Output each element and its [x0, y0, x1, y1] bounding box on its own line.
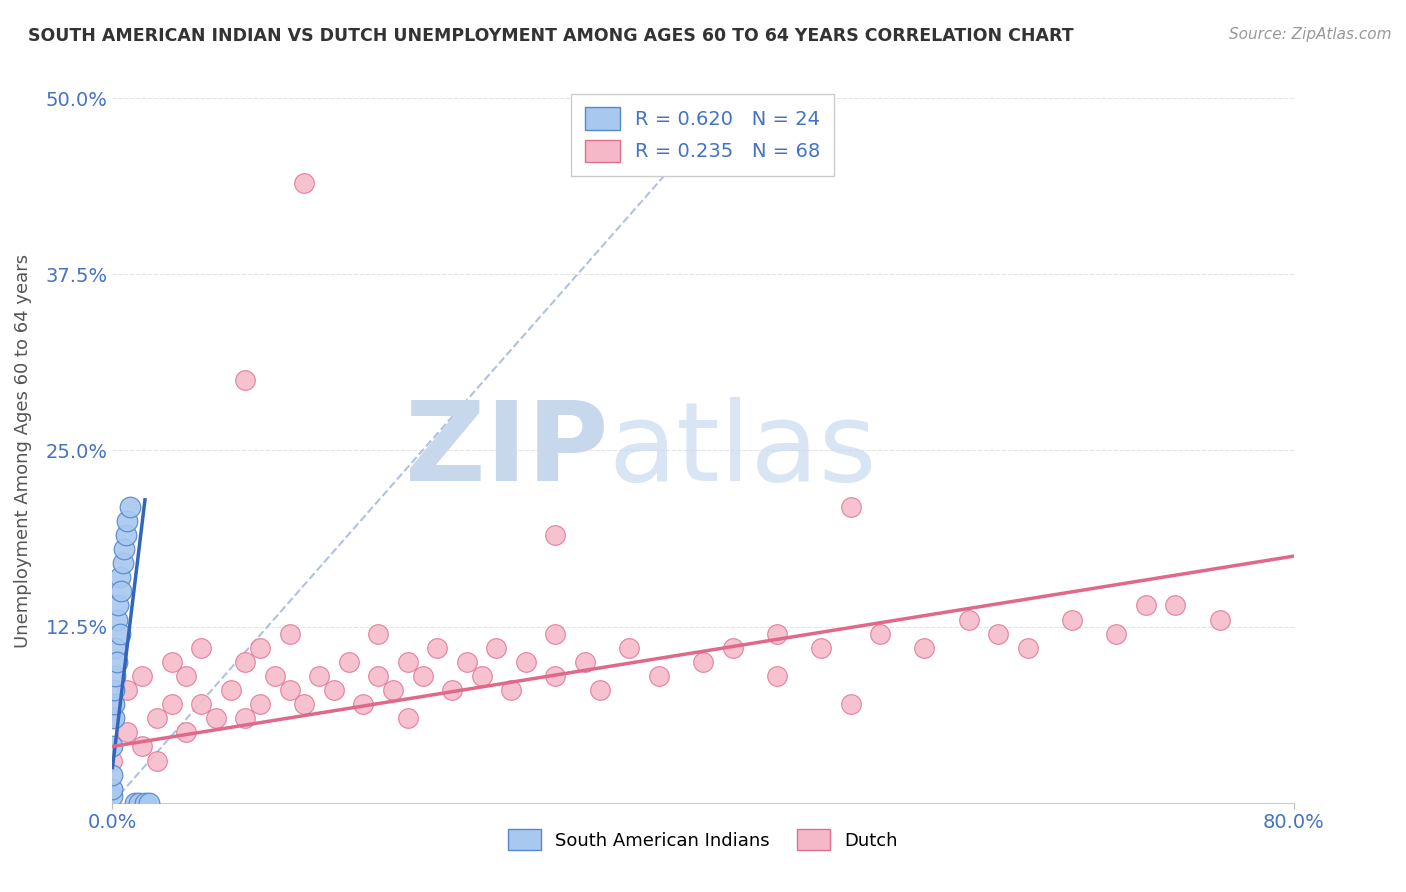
Point [160, 697, 183, 711]
Point [396, 655, 419, 669]
Text: ZIP: ZIP [405, 397, 609, 504]
Point [914, 640, 936, 655]
Point [117, 725, 138, 739]
Point [1105, 626, 1128, 640]
Point [574, 655, 596, 669]
Point [367, 669, 389, 683]
Point [456, 655, 478, 669]
Point [174, 725, 197, 739]
Point [117, 683, 138, 698]
Point [249, 640, 271, 655]
Point [219, 683, 242, 698]
Point [174, 669, 197, 683]
Point [382, 683, 405, 698]
Point [190, 697, 212, 711]
Legend: South American Indians, Dutch: South American Indians, Dutch [501, 822, 905, 857]
Point [411, 669, 433, 683]
Point [470, 669, 494, 683]
Point [441, 683, 464, 698]
Point [104, 640, 127, 655]
Point [264, 669, 287, 683]
Text: Source: ZipAtlas.com: Source: ZipAtlas.com [1229, 27, 1392, 42]
Point [278, 683, 301, 698]
Point [103, 683, 125, 698]
Point [588, 683, 610, 698]
Point [128, 796, 150, 810]
Point [839, 697, 862, 711]
Point [101, 781, 124, 796]
Point [117, 514, 138, 528]
Point [190, 640, 212, 655]
Point [515, 655, 537, 669]
Point [1062, 613, 1084, 627]
Point [120, 500, 142, 514]
Point [1208, 613, 1232, 627]
Point [134, 796, 156, 810]
Point [544, 528, 567, 542]
Point [323, 683, 346, 698]
Point [101, 711, 124, 725]
Point [111, 556, 134, 570]
Point [146, 711, 169, 725]
Point [101, 767, 124, 781]
Point [839, 500, 862, 514]
Point [544, 626, 567, 640]
Point [987, 626, 1010, 640]
Point [105, 655, 128, 669]
Point [131, 739, 153, 754]
Point [647, 669, 671, 683]
Point [766, 669, 789, 683]
Y-axis label: Unemployment Among Ages 60 to 64 years: Unemployment Among Ages 60 to 64 years [14, 253, 31, 648]
Point [278, 626, 301, 640]
Point [103, 711, 125, 725]
Point [957, 613, 980, 627]
Point [352, 697, 374, 711]
Point [766, 626, 789, 640]
Point [110, 584, 132, 599]
Point [107, 599, 129, 613]
Point [233, 655, 256, 669]
Point [426, 640, 449, 655]
Point [105, 613, 128, 627]
Point [160, 655, 183, 669]
Point [292, 697, 315, 711]
Point [692, 655, 714, 669]
Point [131, 669, 153, 683]
Point [108, 570, 131, 584]
Point [101, 697, 124, 711]
Point [233, 373, 256, 387]
Point [101, 754, 124, 768]
Point [810, 640, 832, 655]
Point [103, 697, 125, 711]
Point [112, 542, 135, 557]
Point [308, 669, 330, 683]
Point [205, 711, 228, 725]
Point [337, 655, 360, 669]
Point [146, 754, 169, 768]
Text: atlas: atlas [609, 397, 877, 504]
Point [101, 789, 124, 803]
Point [1164, 599, 1187, 613]
Point [114, 528, 136, 542]
Point [619, 640, 641, 655]
Point [292, 176, 315, 190]
Point [233, 711, 256, 725]
Point [104, 669, 127, 683]
Text: SOUTH AMERICAN INDIAN VS DUTCH UNEMPLOYMENT AMONG AGES 60 TO 64 YEARS CORRELATIO: SOUTH AMERICAN INDIAN VS DUTCH UNEMPLOYM… [28, 27, 1074, 45]
Point [1135, 599, 1157, 613]
Point [396, 711, 419, 725]
Point [108, 626, 131, 640]
Point [485, 640, 508, 655]
Point [501, 683, 523, 698]
Point [101, 739, 124, 754]
Point [249, 697, 271, 711]
Point [544, 669, 567, 683]
Point [367, 626, 389, 640]
Point [721, 640, 744, 655]
Point [1017, 640, 1039, 655]
Point [138, 796, 160, 810]
Point [869, 626, 891, 640]
Point [124, 796, 146, 810]
